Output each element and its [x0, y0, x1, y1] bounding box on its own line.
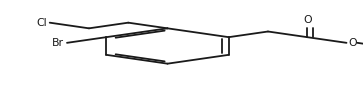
Text: Cl: Cl: [36, 18, 47, 28]
Text: O: O: [348, 38, 357, 48]
Text: Br: Br: [52, 38, 64, 48]
Text: O: O: [303, 15, 312, 25]
